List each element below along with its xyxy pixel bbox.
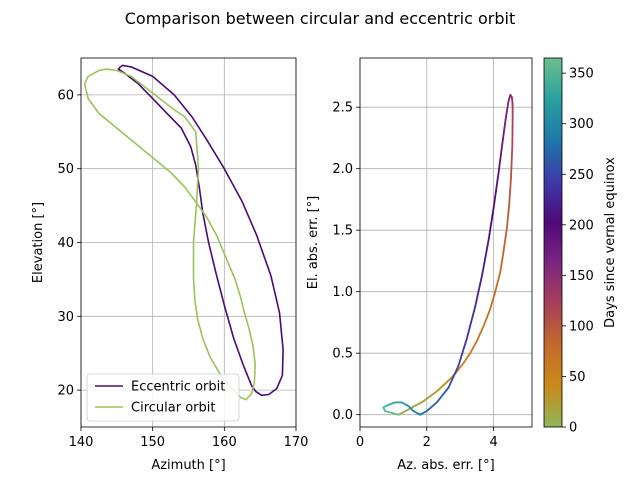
x-tick-label: 2 (423, 435, 431, 450)
y-tick-label: 50 (57, 162, 74, 177)
data-point (485, 244, 489, 253)
x-tick-label: 140 (69, 435, 94, 450)
data-point (470, 316, 474, 324)
data-point (477, 284, 481, 292)
data-point (495, 185, 498, 193)
x-tick-label: 4 (489, 435, 497, 450)
data-point (494, 190, 497, 198)
data-point (480, 273, 484, 281)
x-tick-label: 150 (140, 435, 165, 450)
data-point (395, 413, 400, 416)
colorbar-tick-label: 200 (569, 218, 594, 233)
data-point (468, 321, 472, 329)
y-tick-label: 1.0 (332, 285, 353, 300)
plot-frame (80, 57, 297, 428)
data-point (476, 289, 480, 297)
y-tick-label: 0.0 (332, 408, 353, 423)
x-tick-label: 0 (356, 435, 364, 450)
data-point (467, 326, 471, 335)
data-point (486, 239, 490, 247)
colorbar-tick-label: 150 (569, 269, 594, 284)
y-tick-label: 40 (57, 236, 74, 251)
right-plot: 0 2 4 0.0 0.5 1.0 1.5 2.0 2.5 Az. abs. err. [°] El… (306, 57, 533, 473)
data-point (481, 267, 485, 276)
legend-box (86, 373, 240, 422)
series-line-circular (83, 68, 256, 401)
y-tick-label: 60 (57, 88, 74, 103)
data-point (472, 305, 477, 313)
colorbar-label: Days since vernal equinox (603, 157, 618, 328)
data-point (484, 250, 488, 259)
x-axis-label: Az. abs. err. [°] (397, 458, 494, 473)
legend-label: Circular orbit (131, 401, 215, 416)
y-tick-label: 20 (57, 384, 74, 399)
x-tick-label: 160 (212, 435, 237, 450)
data-point (492, 201, 496, 209)
data-point (471, 310, 475, 319)
colorbar-tick-label: 100 (569, 319, 594, 334)
x-tick-label: 170 (284, 435, 309, 450)
data-point (474, 300, 478, 308)
legend-label: Eccentric orbit (131, 380, 225, 395)
colorbar-tick-label: 250 (569, 168, 594, 183)
data-point (465, 332, 470, 340)
figure-title: Comparison between circular and eccentri… (125, 9, 516, 28)
data-point (496, 173, 500, 182)
colorbar-bar (543, 57, 563, 428)
data-point (478, 278, 482, 287)
data-point (495, 179, 499, 187)
colorbar-tick-label: 300 (569, 117, 594, 132)
y-tick-label: 30 (57, 310, 74, 325)
y-tick-label: 2.0 (332, 162, 353, 177)
left-plot: 140 150 160 170 20 30 40 50 60 Azimuth [°] Elevati… (31, 57, 309, 473)
y-tick-label: 1.5 (332, 224, 353, 239)
series-line-eccentric (117, 64, 284, 397)
data-point (475, 294, 479, 303)
data-point (493, 196, 497, 204)
plot-frame (359, 57, 533, 428)
legend: Eccentric orbit Circular orbit (86, 373, 240, 422)
colorbar-tick-label: 350 (569, 67, 594, 82)
y-tick-label: 0.5 (332, 347, 353, 362)
colorbar-tick-label: 0 (569, 421, 577, 436)
colorbar: 0 50 100 150 200 250 300 350 Days since vernal e… (543, 57, 618, 436)
data-point (482, 262, 486, 270)
x-axis-label: Azimuth [°] (151, 458, 225, 473)
y-axis-label: El. abs. err. [°] (306, 196, 321, 290)
y-axis-label: Elevation [°] (31, 202, 46, 283)
data-point (483, 256, 487, 264)
y-tick-label: 2.5 (332, 101, 353, 116)
colorbar-tick-label: 50 (569, 370, 586, 385)
